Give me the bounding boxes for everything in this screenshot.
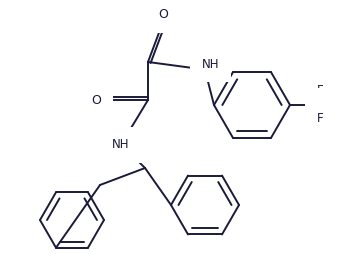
Text: F: F — [317, 113, 324, 125]
Text: O: O — [91, 93, 101, 106]
Text: F: F — [317, 85, 324, 98]
Text: F: F — [322, 100, 329, 113]
Text: NH: NH — [202, 57, 219, 71]
Text: O: O — [158, 8, 168, 21]
Text: NH: NH — [112, 138, 130, 151]
